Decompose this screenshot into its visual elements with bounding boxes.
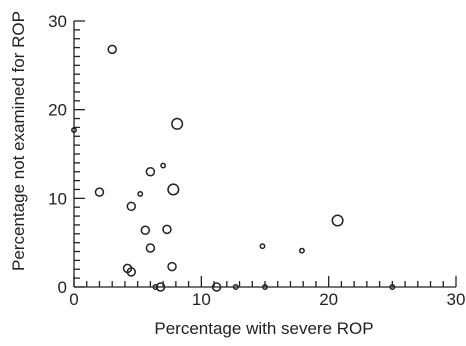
data-point xyxy=(232,284,239,290)
data-point xyxy=(137,190,144,197)
x-tick-label: 20 xyxy=(319,290,338,309)
data-point xyxy=(167,183,180,196)
data-point xyxy=(331,214,344,227)
y-axis-title: Percentage not examined for ROP xyxy=(9,11,28,271)
data-point xyxy=(211,282,222,292)
y-tick-label: 20 xyxy=(48,101,67,120)
data-point xyxy=(160,162,167,169)
data-point xyxy=(140,225,151,236)
data-point xyxy=(145,166,156,177)
y-tick-label: 0 xyxy=(58,278,67,297)
data-point xyxy=(152,284,159,290)
x-axis-title: Percentage with severe ROP xyxy=(154,319,373,338)
y-tick-label: 10 xyxy=(48,189,67,208)
data-point xyxy=(259,243,266,250)
x-tick-label: 10 xyxy=(192,290,211,309)
data-point xyxy=(107,44,117,55)
data-point xyxy=(389,284,396,290)
data-point xyxy=(145,243,156,253)
data-point xyxy=(155,282,166,292)
data-point xyxy=(126,201,137,212)
axes: 0 10 20 30 0 10 20 30 xyxy=(48,12,465,309)
data-point xyxy=(71,127,77,134)
y-tick-label: 30 xyxy=(48,12,67,31)
data-point xyxy=(126,267,137,277)
data-points xyxy=(71,44,396,292)
data-point xyxy=(162,224,172,235)
x-tick-label: 0 xyxy=(69,290,78,309)
data-point xyxy=(171,117,184,130)
data-point xyxy=(262,284,268,290)
data-point xyxy=(298,247,305,254)
data-point xyxy=(94,187,105,197)
x-tick-label: 30 xyxy=(447,290,466,309)
data-point xyxy=(167,261,177,272)
